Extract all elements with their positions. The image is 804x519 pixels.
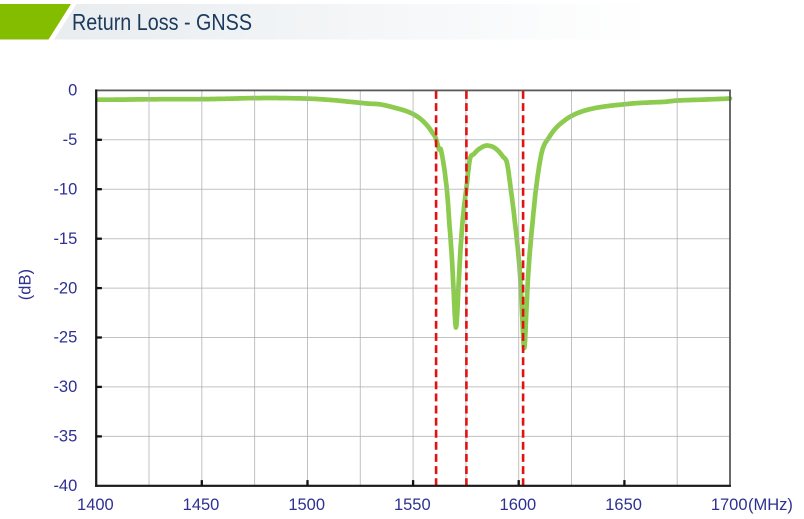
svg-text:1400: 1400	[77, 496, 114, 514]
svg-text:(dB): (dB)	[17, 269, 35, 300]
svg-text:1500: 1500	[288, 496, 325, 514]
svg-text:-30: -30	[53, 378, 77, 396]
svg-text:(MHz): (MHz)	[748, 496, 793, 514]
svg-text:1700: 1700	[711, 496, 748, 514]
svg-text:-35: -35	[53, 428, 77, 446]
svg-text:-25: -25	[53, 329, 77, 347]
svg-text:1550: 1550	[394, 496, 431, 514]
svg-text:-5: -5	[63, 131, 78, 149]
svg-text:-10: -10	[53, 180, 77, 198]
svg-text:1650: 1650	[605, 496, 642, 514]
svg-text:-20: -20	[53, 279, 77, 297]
svg-text:Return Loss - GNSS: Return Loss - GNSS	[72, 9, 252, 35]
svg-text:-15: -15	[53, 230, 77, 248]
svg-text:-40: -40	[53, 477, 77, 495]
svg-text:0: 0	[68, 82, 77, 100]
svg-text:1450: 1450	[183, 496, 220, 514]
svg-text:1600: 1600	[500, 496, 537, 514]
